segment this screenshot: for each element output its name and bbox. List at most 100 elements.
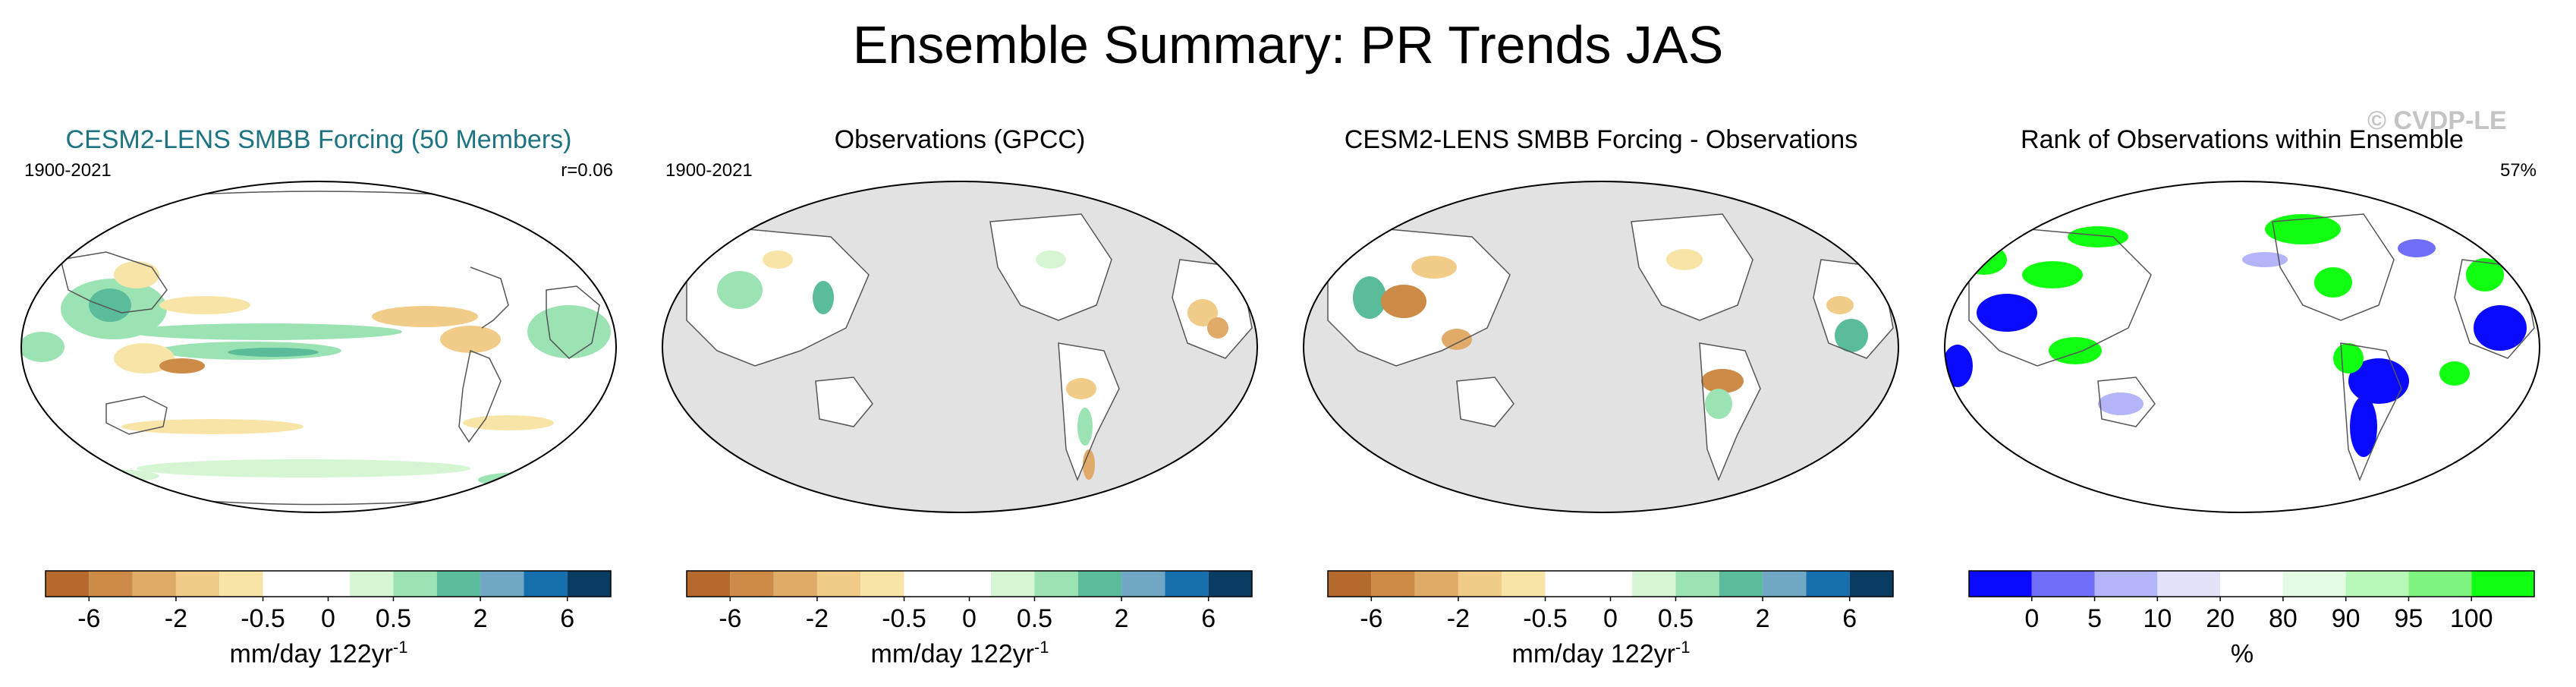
panel-title: CESM2-LENS SMBB Forcing (50 Members) (65, 125, 572, 154)
map-observations (662, 181, 1258, 513)
colorbar-swatch (687, 571, 731, 597)
colorbar-tick-label: 5 (2087, 604, 2102, 633)
colorbar-swatch (816, 571, 861, 597)
colorbar-tick-label: 10 (2143, 604, 2172, 633)
units-exponent: -1 (392, 638, 408, 657)
colorbar-swatch (1414, 571, 1458, 597)
colorbar-tick-label: -2 (1447, 604, 1470, 633)
colorbar-units: mm/day 122yr-1 (649, 632, 1271, 669)
colorbar-tick-label: -2 (165, 604, 187, 633)
colorbar: -6 -2 -0.5 0 0.5 2 6 (686, 570, 1253, 633)
colorbar-swatch (2408, 571, 2472, 597)
colorbar-tick-label: 0 (962, 604, 977, 633)
colorbar-swatch (904, 571, 948, 597)
colorbar-tick-label: 90 (2332, 604, 2361, 633)
period-label: 1900-2021 (665, 160, 753, 181)
panel-title: Observations (GPCC) (834, 125, 1086, 154)
colorbar-swatch (1632, 571, 1676, 597)
colorbar-tick-label: 2 (1756, 604, 1770, 633)
colorbar-swatch (1806, 571, 1850, 597)
colorbar-swatch (263, 571, 307, 597)
colorbar-swatch (991, 571, 1035, 597)
colorbar-swatch (1328, 571, 1372, 597)
colorbar-tick-label: -6 (719, 604, 741, 633)
colorbar-swatch (1458, 571, 1502, 597)
colorbar-tick-label: -0.5 (882, 604, 926, 633)
figure-title: Ensemble Summary: PR Trends JAS (852, 15, 1724, 74)
colorbar-swatch (1545, 571, 1589, 597)
period-label: 1900-2021 (24, 160, 112, 181)
colorbar-swatch (860, 571, 904, 597)
colorbar-swatch (1077, 571, 1122, 597)
colorbar-swatch (773, 571, 817, 597)
colorbar-tick-label: -0.5 (1523, 604, 1568, 633)
panel-observations: Observations (GPCC) 1900-2021 (649, 114, 1271, 676)
colorbar-swatch (89, 571, 133, 597)
colorbar-swatch (2282, 571, 2346, 597)
colorbar-swatch (1502, 571, 1546, 597)
colorbar-swatch (730, 571, 774, 597)
colorbar-swatch (1588, 571, 1633, 597)
colorbar-swatch (2471, 571, 2534, 597)
units-text: mm/day 122yr (1511, 639, 1675, 669)
colorbar-swatch (1763, 571, 1807, 597)
units-text: mm/day 122yr (229, 639, 393, 669)
colorbar: -6 -2 -0.5 0 0.5 2 6 (45, 570, 612, 633)
colorbar-tick-label: 0 (321, 604, 335, 633)
units-exponent: -1 (1033, 638, 1049, 657)
colorbar-swatch (2094, 571, 2158, 597)
colorbar-tick-label: 0.5 (1017, 604, 1052, 633)
colorbar-swatch (350, 571, 394, 597)
colorbar-tick-label: 20 (2206, 604, 2235, 633)
panel-difference: CESM2-LENS SMBB Forcing - Observations (1290, 114, 1912, 676)
colorbar-swatch (1208, 571, 1252, 597)
panel-title: CESM2-LENS SMBB Forcing - Observations (1344, 125, 1858, 154)
panel-ensemble-mean: CESM2-LENS SMBB Forcing (50 Members) 190… (8, 114, 630, 676)
colorbar-tick-label: 6 (560, 604, 574, 633)
colorbar-tick-label: 0.5 (1658, 604, 1694, 633)
units-exponent: -1 (1675, 638, 1691, 657)
colorbar-tick-label: -6 (1360, 604, 1382, 633)
colorbar-tick-label: 0 (2024, 604, 2039, 633)
colorbar-swatch (1675, 571, 1719, 597)
colorbar-swatch (219, 571, 263, 597)
map-difference (1303, 181, 1899, 513)
colorbar-units: mm/day 122yr-1 (1290, 632, 1912, 669)
correlation-label: r=0.06 (561, 160, 613, 181)
colorbar-tick-label: 0.5 (376, 604, 411, 633)
colorbar-tick-label: 6 (1201, 604, 1216, 633)
watermark: © CVDP-LE (2367, 106, 2507, 135)
panel-title: Rank of Observations within Ensemble (2021, 125, 2464, 154)
colorbar-swatch (1121, 571, 1165, 597)
colorbar: -6 -2 -0.5 0 0.5 2 6 (1327, 570, 1894, 633)
colorbar-swatch (2157, 571, 2221, 597)
colorbar-tick-label: -2 (806, 604, 829, 633)
colorbar-swatch (2031, 571, 2095, 597)
colorbar-swatch (436, 571, 481, 597)
map-ensemble-mean (20, 181, 617, 513)
colorbar-swatch (1371, 571, 1415, 597)
colorbar-swatch (2345, 571, 2409, 597)
percent-label: 57% (2499, 160, 2537, 181)
colorbar: 0 5 10 20 80 90 95 100 (1968, 570, 2535, 633)
colorbar-swatch (947, 571, 992, 597)
colorbar-tick-label: 2 (473, 604, 488, 633)
colorbar-swatch (480, 571, 524, 597)
units-text: mm/day 122yr (870, 639, 1034, 669)
colorbar-swatch (393, 571, 437, 597)
colorbar-tick-label: -6 (77, 604, 100, 633)
colorbar-swatch (1165, 571, 1209, 597)
colorbar-swatch (1849, 571, 1893, 597)
colorbar-swatch (2220, 571, 2283, 597)
colorbar-frame (1968, 570, 2535, 597)
colorbar-tick-label: 100 (2450, 604, 2493, 633)
colorbar-tick-label: 80 (2269, 604, 2298, 633)
colorbar-swatch (1719, 571, 1763, 597)
colorbar-swatch (1969, 571, 2032, 597)
colorbar-units: % (1931, 632, 2553, 669)
units-text: % (2230, 639, 2254, 669)
colorbar-swatch (306, 571, 351, 597)
colorbar-swatch (46, 571, 90, 597)
colorbar-tick-label: 0 (1603, 604, 1618, 633)
colorbar-swatch (1034, 571, 1078, 597)
